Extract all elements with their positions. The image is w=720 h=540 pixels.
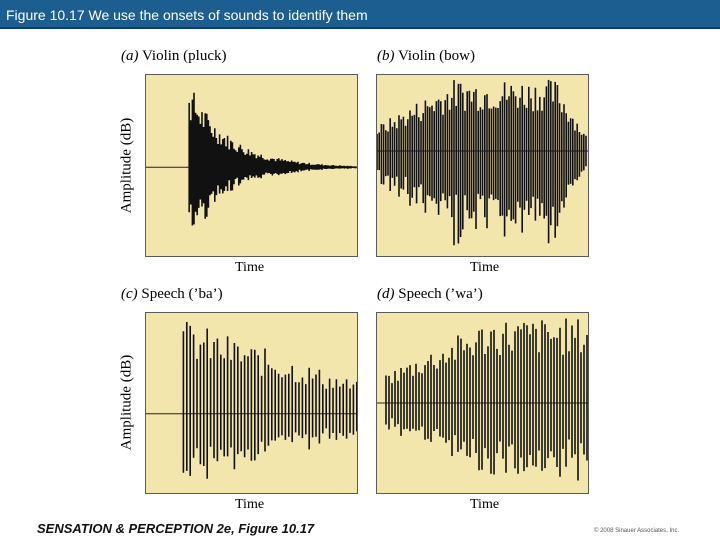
title-bar: Figure 10.17 We use the onsets of sounds… — [0, 0, 720, 29]
panel-b-letter: (b) — [377, 48, 395, 64]
waveform-path — [385, 318, 588, 481]
panel-c-letter: (c) — [121, 286, 138, 302]
panel-a-label: Violin (pluck) — [141, 48, 227, 64]
panel-c-heading: (c) Speech (’ba’) — [121, 286, 223, 303]
panel-c-label: Speech (’ba’) — [141, 286, 223, 302]
waveform-path — [188, 92, 357, 226]
panel-c-waveform — [145, 312, 358, 494]
panel-a-waveform — [145, 74, 358, 257]
panel-a-letter: (a) — [121, 48, 139, 64]
panel-b-label: Violin (bow) — [397, 48, 475, 64]
panel-a-ylabel: Amplitude (dB) — [118, 117, 135, 214]
footer-copyright: © 2008 Sinauer Associates, Inc. — [594, 528, 680, 534]
panel-d-xlabel: Time — [470, 497, 500, 512]
panel-b-heading: (b) Violin (bow) — [377, 48, 475, 65]
panel-b-waveform — [376, 74, 589, 257]
panel-d-heading: (d) Speech (’wa’) — [377, 286, 483, 303]
waveform-path — [182, 322, 357, 479]
waveform-trace — [377, 318, 588, 481]
footer-source: SENSATION & PERCEPTION 2e, Figure 10.17 — [37, 521, 315, 536]
panel-a-xlabel: Time — [235, 260, 265, 275]
panel-d-letter: (d) — [377, 286, 395, 302]
waveform-trace — [146, 92, 357, 226]
waveform-trace — [377, 79, 588, 246]
panel-a-heading: (a) Violin (pluck) — [121, 48, 226, 65]
panel-d-waveform — [376, 312, 589, 494]
slide-title: Figure 10.17 We use the onsets of sounds… — [6, 7, 368, 23]
panel-d-label: Speech (’wa’) — [398, 286, 483, 302]
waveform-path — [377, 79, 587, 246]
panel-c-ylabel: Amplitude (dB) — [118, 354, 135, 451]
panel-b-xlabel: Time — [470, 260, 500, 275]
waveform-trace — [146, 322, 357, 479]
panel-c-xlabel: Time — [235, 497, 265, 512]
